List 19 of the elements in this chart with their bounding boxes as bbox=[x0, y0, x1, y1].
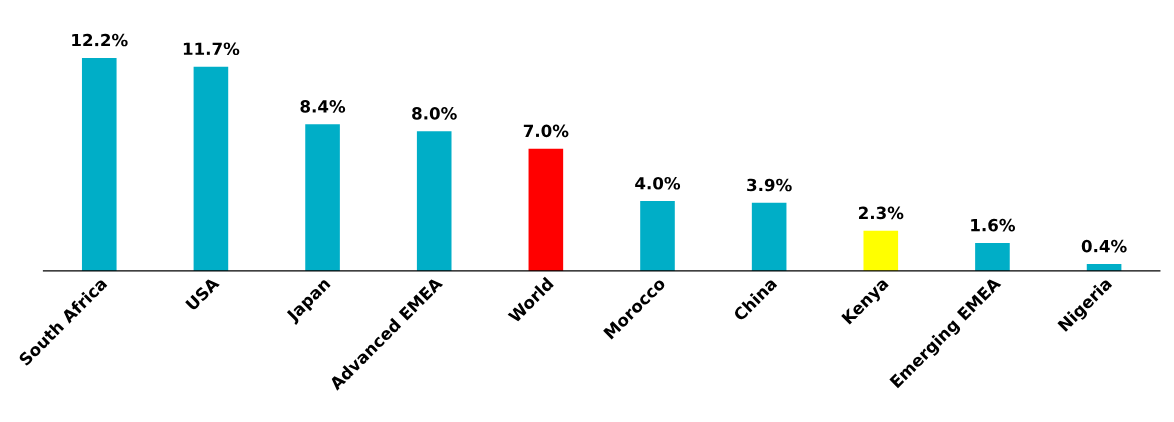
data-label: 11.7% bbox=[183, 42, 240, 56]
bar bbox=[751, 202, 787, 271]
data-label: 4.0% bbox=[635, 176, 681, 190]
data-label: 7.0% bbox=[523, 124, 569, 138]
data-label: 8.0% bbox=[412, 107, 457, 120]
bar bbox=[193, 66, 229, 271]
bar bbox=[975, 242, 1010, 271]
bar bbox=[863, 230, 899, 271]
data-label: 8.4% bbox=[300, 100, 346, 113]
data-label: 3.9% bbox=[747, 178, 792, 192]
data-label: 2.3% bbox=[859, 206, 904, 220]
bar bbox=[305, 124, 340, 271]
bar bbox=[640, 201, 675, 271]
data-label: 1.6% bbox=[971, 218, 1016, 232]
bar bbox=[416, 131, 452, 271]
data-label: 0.4% bbox=[1081, 239, 1127, 253]
bar bbox=[81, 57, 117, 271]
data-label: 12.2% bbox=[72, 33, 128, 47]
bar bbox=[528, 148, 564, 271]
